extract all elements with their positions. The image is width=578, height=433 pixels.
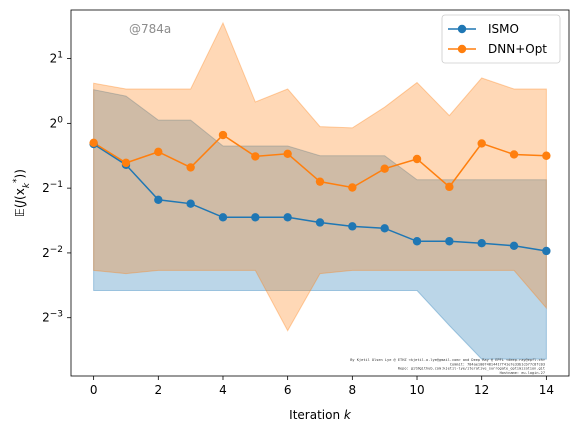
watermark: @784a — [129, 22, 171, 36]
point-series-1-6 — [283, 149, 292, 159]
legend-label-0: ISMO — [488, 22, 519, 36]
point-series-1-2 — [154, 147, 163, 157]
credit-line: By Kjetil Olsen Lye @ ETHZ <kjetil.o.lye… — [350, 358, 546, 362]
point-series-1-4 — [218, 130, 228, 140]
credit-line: Hostname: eu-login-27 — [500, 371, 545, 375]
x-tick-label: 4 — [219, 383, 227, 397]
credit-text: By Kjetil Olsen Lye @ ETHZ <kjetil.o.lye… — [350, 358, 546, 375]
point-series-0-3 — [186, 199, 195, 208]
point-series-0-4 — [218, 213, 228, 222]
x-tick-label: 14 — [539, 383, 554, 397]
point-series-0-8 — [348, 222, 357, 231]
point-series-1-12 — [477, 139, 486, 148]
x-tick-label: 8 — [349, 383, 357, 397]
credit-line: Repo: git@github.com:kjetil-lye/iterativ… — [398, 367, 545, 371]
point-series-1-7 — [315, 177, 325, 186]
legend-label-1: DNN+Opt — [488, 42, 547, 56]
point-series-1-14 — [542, 151, 551, 160]
x-axis-ticks: 0 2 4 6 8 10 12 14 — [90, 376, 554, 397]
y-tick-label: 2−1 — [42, 180, 63, 195]
credit-line: Commit: 784ae10074814417f41e7e33b1cb77c8… — [450, 362, 545, 366]
legend-marker-1 — [457, 44, 467, 54]
point-series-1-11 — [445, 182, 454, 192]
legend: ISMO DNN+Opt — [441, 14, 561, 64]
point-series-0-7 — [315, 218, 325, 227]
legend-box — [441, 14, 561, 64]
x-tick-label: 0 — [90, 383, 98, 397]
point-series-1-1 — [121, 158, 131, 168]
x-tick-label: 2 — [154, 383, 162, 397]
point-series-0-12 — [477, 239, 486, 248]
x-tick-label: 6 — [284, 383, 292, 397]
y-tick-label: 2−2 — [42, 245, 63, 260]
x-axis-label: Iteration k — [289, 408, 352, 422]
point-series-1-5 — [251, 152, 260, 161]
point-series-1-13 — [509, 150, 519, 159]
point-series-1-0 — [89, 138, 98, 147]
legend-marker-0 — [457, 24, 467, 34]
y-tick-label: 20 — [50, 115, 64, 130]
x-tick-label: 12 — [474, 383, 489, 397]
y-axis-ticks: 2−3 2−2 2−1 20 21 — [42, 51, 71, 325]
series-markers — [89, 130, 551, 256]
point-series-0-5 — [251, 213, 260, 222]
y-tick-label: 2−3 — [42, 310, 63, 325]
x-tick-label: 10 — [409, 383, 424, 397]
band-series-1 — [93, 21, 547, 332]
point-series-1-8 — [348, 183, 357, 192]
point-series-0-10 — [412, 237, 422, 246]
point-series-0-6 — [283, 213, 292, 222]
plot-frame — [70, 9, 570, 377]
point-series-0-2 — [154, 195, 163, 205]
point-series-1-9 — [380, 164, 389, 173]
point-series-0-13 — [509, 241, 519, 250]
point-series-0-14 — [542, 246, 551, 256]
point-series-0-11 — [445, 237, 454, 246]
y-tick-label: 21 — [50, 51, 63, 66]
point-series-0-9 — [380, 224, 389, 233]
point-series-1-3 — [186, 163, 195, 172]
point-series-1-10 — [412, 154, 422, 164]
